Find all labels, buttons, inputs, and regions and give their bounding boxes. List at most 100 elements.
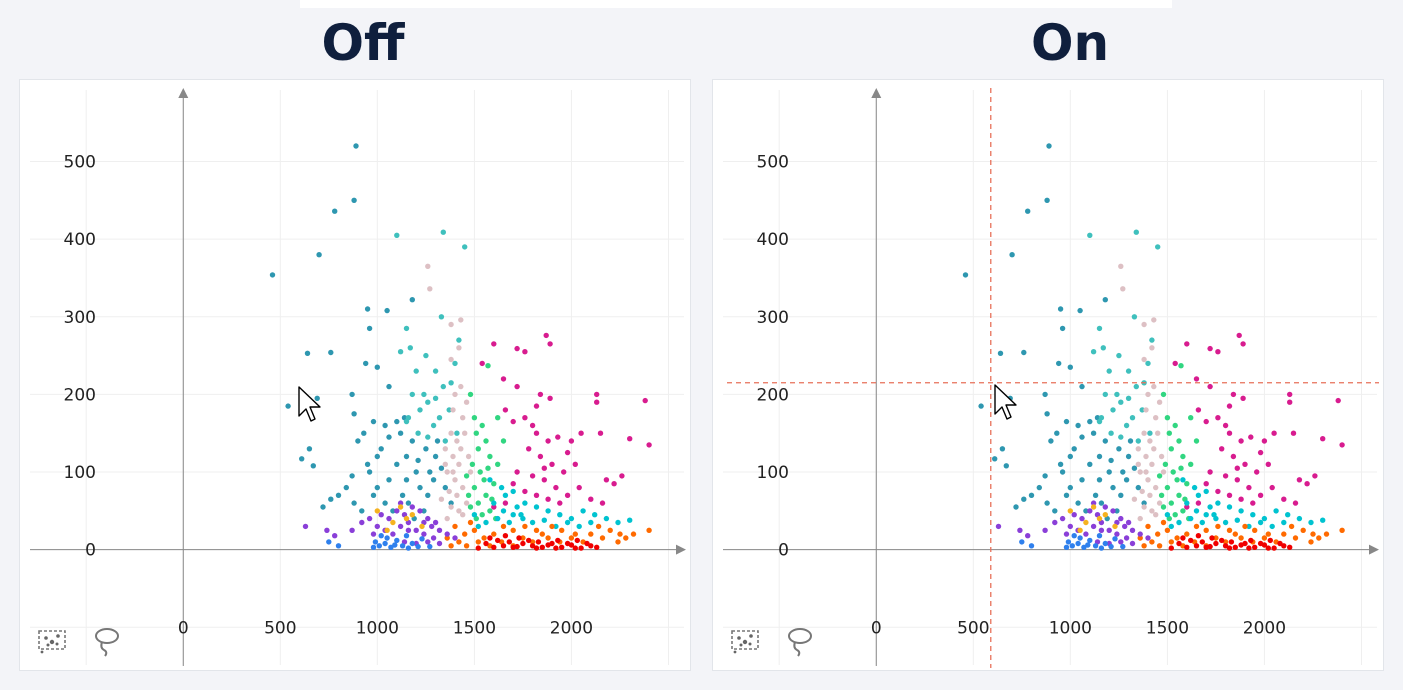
data-point — [578, 545, 584, 551]
chart-panel-off[interactable]: 0 500 1000 1500 2000 0 100 200 300 400 500 — [19, 79, 691, 671]
data-point — [1310, 531, 1316, 537]
data-point — [564, 540, 571, 547]
series-group-11 — [1067, 504, 1118, 533]
data-point — [1162, 461, 1169, 467]
data-point — [572, 545, 578, 551]
data-point — [403, 533, 410, 539]
data-point — [578, 430, 584, 436]
data-point — [627, 436, 633, 442]
data-point — [615, 539, 621, 545]
data-point — [456, 508, 462, 514]
data-point — [413, 527, 419, 533]
data-point — [1063, 418, 1070, 425]
data-point — [1118, 492, 1124, 498]
data-point — [1312, 473, 1318, 479]
data-point — [1087, 461, 1093, 467]
data-point — [349, 527, 355, 533]
data-point — [529, 422, 536, 429]
data-point — [522, 488, 528, 495]
data-point — [1147, 438, 1153, 444]
data-point — [370, 418, 377, 425]
data-point — [1174, 535, 1180, 541]
data-point — [456, 345, 462, 351]
data-point — [1145, 477, 1151, 483]
data-point — [386, 477, 392, 483]
data-point — [1056, 360, 1062, 367]
data-point — [1242, 461, 1248, 467]
data-point — [417, 508, 423, 514]
data-point — [1153, 512, 1159, 518]
data-point — [458, 383, 464, 390]
data-point — [462, 244, 468, 250]
data-point — [370, 492, 377, 498]
data-point — [522, 349, 528, 355]
data-point — [436, 527, 443, 533]
data-point — [1143, 407, 1149, 413]
data-point — [409, 540, 415, 547]
data-point — [462, 531, 468, 537]
data-point — [1102, 391, 1108, 398]
data-point — [1139, 407, 1145, 413]
data-point — [1155, 430, 1161, 436]
data-point — [549, 461, 555, 467]
data-point — [1098, 545, 1105, 551]
scatter-chart-off[interactable]: 0 500 1000 1500 2000 0 100 200 300 400 500 — [20, 80, 690, 670]
x-tick-label: 500 — [957, 619, 989, 639]
data-point — [1160, 469, 1167, 475]
panel-title-on: On — [1030, 14, 1110, 72]
data-point — [518, 512, 524, 518]
data-point — [1226, 492, 1233, 498]
data-point — [1172, 512, 1178, 518]
scatter-chart-on[interactable]: 0 500 1000 1500 2000 0 100 200 300 400 500 — [713, 80, 1383, 670]
data-point — [1215, 523, 1221, 530]
data-point — [382, 540, 388, 547]
data-point — [421, 391, 427, 398]
box-zoom-icon[interactable] — [729, 624, 763, 658]
data-point — [514, 504, 520, 510]
data-point — [1166, 430, 1172, 436]
data-point — [1135, 446, 1141, 452]
data-point — [1300, 527, 1306, 533]
data-point — [1287, 399, 1293, 405]
data-point — [1067, 523, 1073, 530]
data-point — [1116, 352, 1122, 359]
data-point — [460, 484, 466, 491]
data-point — [1261, 515, 1268, 522]
data-point — [510, 418, 516, 425]
data-point — [533, 403, 540, 409]
data-point — [316, 252, 322, 258]
data-point — [491, 500, 497, 506]
data-point — [479, 512, 485, 518]
series-group-3 — [425, 263, 474, 522]
data-point — [1120, 543, 1126, 550]
top-strip — [300, 0, 1172, 8]
box-zoom-icon[interactable] — [36, 624, 70, 658]
lasso-select-icon[interactable] — [90, 624, 124, 658]
data-point — [522, 500, 528, 506]
data-point — [378, 533, 384, 539]
y-tick-label: 0 — [778, 541, 789, 561]
data-point — [479, 360, 485, 367]
lasso-select-icon[interactable] — [783, 624, 817, 658]
data-point — [454, 430, 460, 436]
y-tick-label: 300 — [757, 308, 789, 328]
data-point — [1191, 484, 1198, 491]
data-point — [1096, 477, 1103, 483]
data-point — [588, 496, 594, 502]
data-point — [1067, 453, 1073, 460]
y-tick-label: 100 — [64, 463, 96, 483]
data-point — [1215, 349, 1221, 355]
data-point — [1054, 430, 1060, 436]
data-point — [419, 536, 425, 542]
data-point — [421, 508, 427, 514]
data-point — [394, 508, 400, 514]
data-point — [1320, 436, 1326, 442]
data-point — [452, 477, 458, 483]
data-point — [1226, 504, 1233, 510]
data-point — [458, 317, 464, 323]
data-point — [1193, 543, 1200, 549]
data-point — [1232, 531, 1238, 537]
chart-panel-on[interactable]: 0 500 1000 1500 2000 0 100 200 300 400 500 — [712, 79, 1384, 671]
data-point — [1226, 430, 1233, 436]
data-point — [1079, 515, 1085, 522]
